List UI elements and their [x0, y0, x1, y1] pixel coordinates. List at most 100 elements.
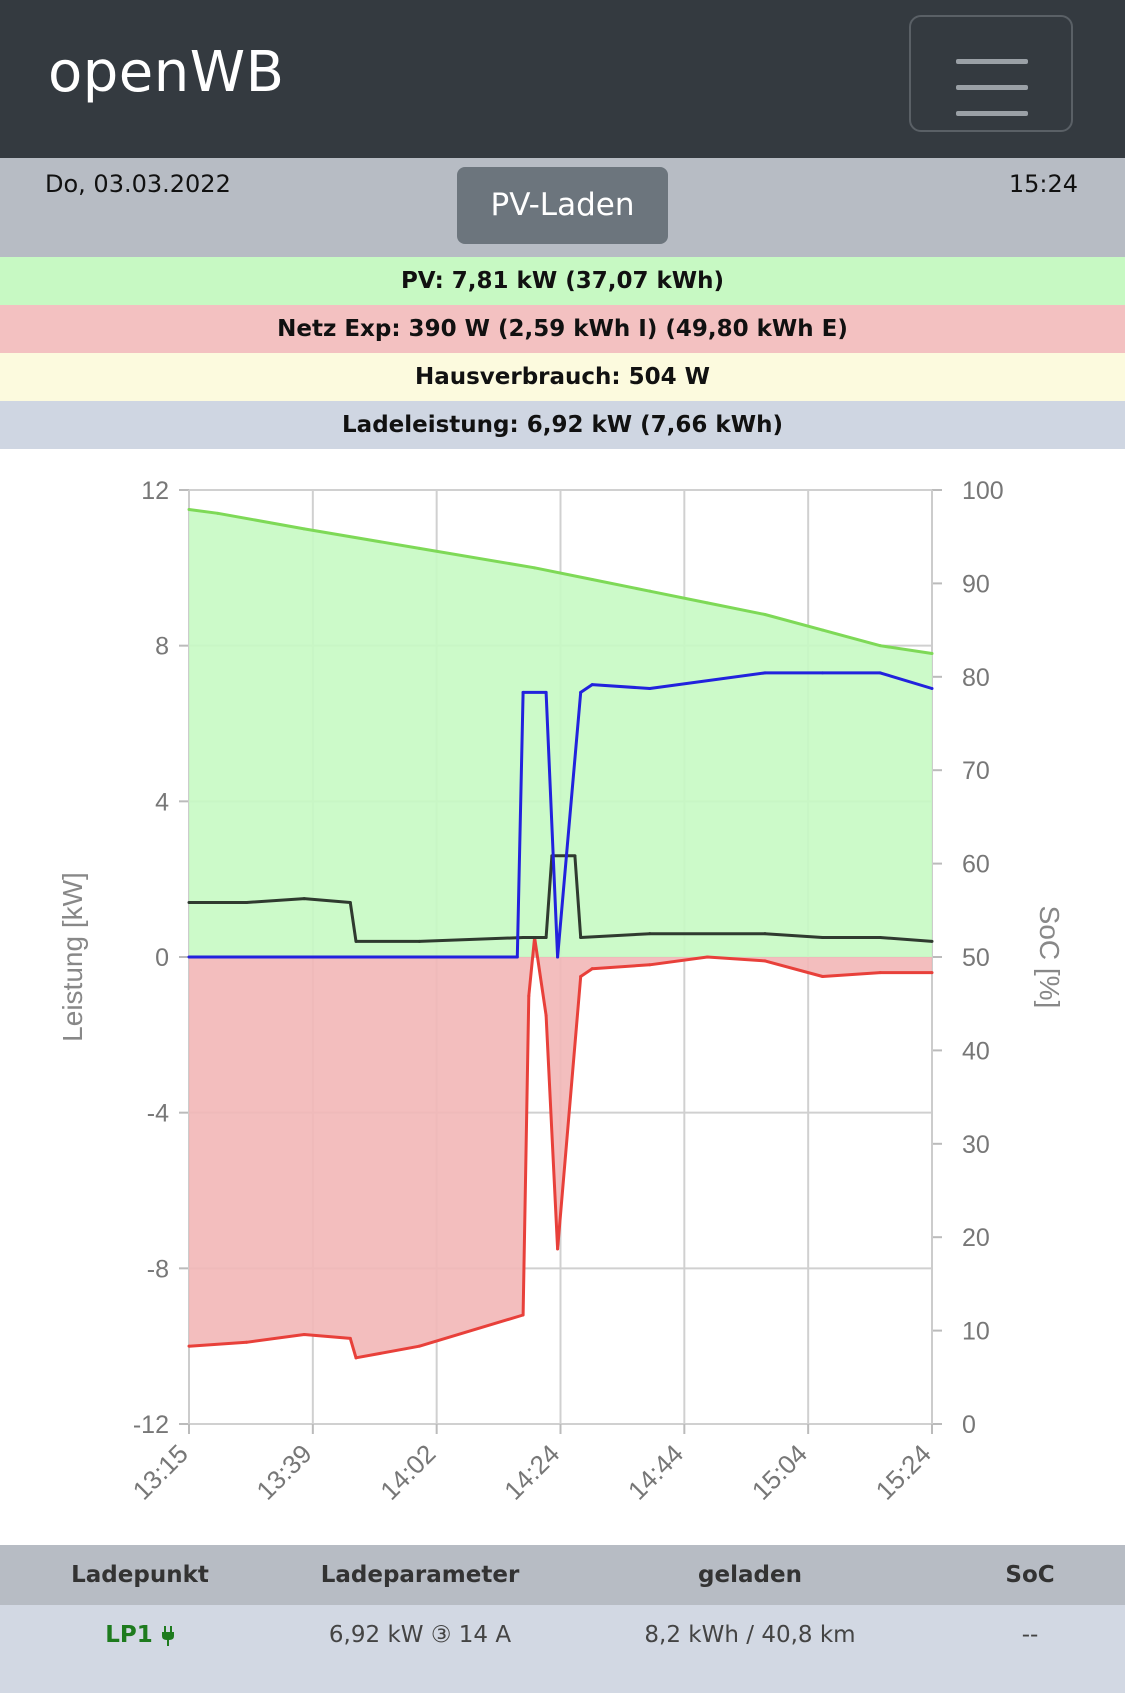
house-series-point [821, 936, 825, 940]
grid-series-point [878, 971, 882, 975]
grid-series-point [354, 1356, 358, 1360]
grid-series-point [705, 955, 709, 959]
house-consumption-row: Hausverbrauch: 504 W [0, 353, 1125, 401]
x-tick-label: 13:39 [250, 1438, 317, 1505]
house-series-point [648, 932, 652, 936]
house-series-point [354, 939, 358, 943]
soc-value: -- [1021, 1622, 1039, 1648]
charge-series-point [187, 955, 191, 959]
pv-series-point [302, 527, 306, 531]
house-series-point [579, 936, 583, 940]
charge-series-point [579, 690, 583, 694]
charge-series-point [515, 955, 519, 959]
pv-info-row: PV: 7,81 kW (37,07 kWh) [0, 257, 1125, 305]
time-display: 15:24 [1008, 170, 1078, 198]
house-series-point [930, 939, 934, 943]
house-series-point [763, 932, 767, 936]
x-tick-label: 14:02 [374, 1438, 441, 1505]
pv-series-point [648, 589, 652, 593]
charge-series-point [821, 671, 825, 675]
grid-series-point [417, 1344, 421, 1348]
x-tick-label: 13:15 [127, 1438, 194, 1505]
charge-series-point [878, 671, 882, 675]
house-series-point [878, 936, 882, 940]
charge-series-point [763, 671, 767, 675]
grid-series-point [302, 1332, 306, 1336]
chargepoint-row[interactable]: LP1 6,92 kW ③ 14 A 8,2 kWh / 40,8 km -- [0, 1605, 1125, 1693]
pv-series-line [188, 508, 933, 655]
x-tick-label: 15:04 [746, 1438, 813, 1505]
hamburger-icon-bar [956, 111, 1028, 116]
pv-series-point [216, 511, 220, 515]
y2-tick-label: 50 [962, 944, 990, 972]
y2-tick-label: 100 [962, 477, 1004, 505]
menu-button[interactable] [909, 15, 1073, 132]
charge-series-line [189, 671, 933, 959]
y2-axis-title: SoC [%] [1034, 906, 1065, 1009]
date-display: Do, 03.03.2022 [45, 170, 231, 198]
pv-series-point [590, 578, 594, 582]
grid-series-area [189, 937, 932, 1358]
header-soc: SoC [1005, 1562, 1055, 1588]
chargepoint-table-header: Ladepunkt Ladeparameter geladen SoC [0, 1545, 1125, 1605]
grid-series-point [556, 1247, 560, 1251]
y2-tick-label: 30 [962, 1131, 990, 1159]
pv-series-point [930, 651, 934, 655]
grid-series-point [187, 1344, 191, 1348]
y2-tick-label: 20 [962, 1224, 990, 1252]
house-series-point [348, 901, 352, 905]
house-series-point [417, 939, 421, 943]
charge-series-point [521, 690, 525, 694]
charge-series-point [930, 686, 934, 690]
x-tick-label: 14:44 [622, 1438, 689, 1505]
charge-mode-button[interactable]: PV-Laden [457, 167, 668, 244]
house-series-point [521, 936, 525, 940]
charge-power-row: Ladeleistung: 6,92 kW (7,66 kWh) [0, 401, 1125, 449]
grid-series-point [821, 974, 825, 978]
y-tick-label: 0 [155, 944, 169, 972]
y2-tick-label: 70 [962, 757, 990, 785]
x-tick-label: 15:24 [870, 1438, 937, 1505]
grid-series-point [521, 1313, 525, 1317]
grid-series-point [590, 967, 594, 971]
y2-tick-label: 80 [962, 664, 990, 692]
header-ladeparameter: Ladeparameter [320, 1562, 520, 1588]
hamburger-icon-bar [956, 85, 1028, 90]
header-ladepunkt: Ladepunkt [71, 1562, 209, 1588]
y-tick-label: -4 [147, 1100, 169, 1128]
app-title[interactable]: openWB [48, 40, 285, 105]
house-series-point [187, 901, 191, 905]
house-series-point [245, 901, 249, 905]
y-tick-label: -8 [147, 1255, 169, 1283]
x-tick-label: 14:24 [498, 1438, 565, 1505]
charge-series-point [544, 690, 548, 694]
pv-series-point [763, 613, 767, 617]
grid-series-point [579, 974, 583, 978]
grid-series-point [763, 959, 767, 963]
pv-series-point [821, 628, 825, 632]
house-series-point [302, 897, 306, 901]
grid-series-point [648, 963, 652, 967]
grid-series-point [527, 994, 531, 998]
chargepoint-name[interactable]: LP1 [40, 1605, 240, 1665]
y-tick-label: 8 [155, 633, 169, 661]
charge-series-point [556, 955, 560, 959]
y2-tick-label: 40 [962, 1037, 990, 1065]
y-tick-label: 4 [155, 788, 169, 816]
y-axis-title: Leistung [kW] [57, 872, 88, 1042]
hamburger-icon [956, 59, 1028, 64]
pv-series-point [417, 546, 421, 550]
y-tick-label: 12 [141, 477, 169, 505]
grid-series-point [544, 1013, 548, 1017]
navbar: openWB [0, 0, 1125, 158]
plug-icon [161, 1625, 174, 1646]
grid-series-point [930, 971, 934, 975]
pv-series-area [189, 509, 932, 957]
y2-tick-label: 0 [962, 1411, 976, 1439]
house-series-point [544, 936, 548, 940]
y2-tick-label: 10 [962, 1318, 990, 1346]
charged-amount: 8,2 kWh / 40,8 km [644, 1622, 856, 1648]
grid-series-point [245, 1340, 249, 1344]
grid-series-point [348, 1336, 352, 1340]
